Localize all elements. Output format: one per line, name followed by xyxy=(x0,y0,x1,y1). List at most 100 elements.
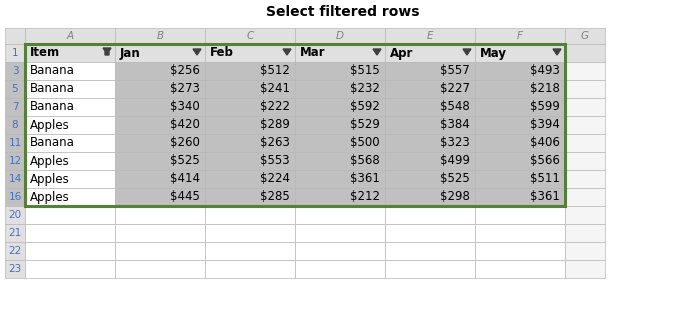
Bar xyxy=(5,80,25,98)
Text: E: E xyxy=(427,31,434,41)
Bar xyxy=(385,206,475,224)
Bar xyxy=(385,62,475,80)
Text: $512: $512 xyxy=(260,65,290,77)
Bar xyxy=(295,260,385,278)
Bar xyxy=(5,152,25,170)
Text: $553: $553 xyxy=(261,154,290,168)
Bar xyxy=(205,188,295,206)
Bar xyxy=(205,116,295,134)
Text: $361: $361 xyxy=(350,173,380,186)
Bar xyxy=(115,28,205,44)
Bar xyxy=(205,224,295,242)
Polygon shape xyxy=(193,49,201,55)
Bar xyxy=(475,242,565,260)
Text: May: May xyxy=(480,47,507,60)
Bar xyxy=(5,224,25,242)
Text: $420: $420 xyxy=(170,118,200,131)
Text: $529: $529 xyxy=(350,118,380,131)
Bar xyxy=(475,206,565,224)
Bar xyxy=(5,134,25,152)
Bar xyxy=(25,170,115,188)
Text: $414: $414 xyxy=(170,173,200,186)
Text: Item: Item xyxy=(30,47,60,60)
Bar xyxy=(565,224,605,242)
Text: 21: 21 xyxy=(8,228,22,238)
Polygon shape xyxy=(463,49,471,55)
Bar xyxy=(5,28,25,44)
Bar xyxy=(205,44,295,62)
Bar xyxy=(25,260,115,278)
Text: 23: 23 xyxy=(8,264,22,274)
Text: $273: $273 xyxy=(170,83,200,95)
Bar xyxy=(295,188,385,206)
Text: 7: 7 xyxy=(12,102,19,112)
Bar xyxy=(385,224,475,242)
Text: 14: 14 xyxy=(8,174,22,184)
Text: 16: 16 xyxy=(8,192,22,202)
Text: $384: $384 xyxy=(440,118,470,131)
Bar xyxy=(385,188,475,206)
Bar xyxy=(475,80,565,98)
Text: $298: $298 xyxy=(440,191,470,203)
Text: G: G xyxy=(581,31,589,41)
Bar xyxy=(205,134,295,152)
Text: $548: $548 xyxy=(440,100,470,113)
Bar xyxy=(205,80,295,98)
Text: Banana: Banana xyxy=(30,100,75,113)
Bar xyxy=(205,260,295,278)
Text: $525: $525 xyxy=(440,173,470,186)
Bar xyxy=(565,170,605,188)
Text: Apr: Apr xyxy=(390,47,414,60)
Bar xyxy=(565,242,605,260)
Text: $212: $212 xyxy=(350,191,380,203)
Bar xyxy=(5,242,25,260)
Bar xyxy=(385,44,475,62)
Bar xyxy=(295,80,385,98)
Bar xyxy=(385,80,475,98)
Bar xyxy=(475,224,565,242)
Text: $394: $394 xyxy=(530,118,560,131)
Text: $515: $515 xyxy=(351,65,380,77)
Text: $566: $566 xyxy=(530,154,560,168)
Text: 3: 3 xyxy=(12,66,19,76)
Text: $263: $263 xyxy=(260,136,290,150)
Bar xyxy=(475,44,565,62)
Bar xyxy=(25,206,115,224)
Bar xyxy=(25,116,115,134)
Bar xyxy=(115,44,205,62)
Text: $568: $568 xyxy=(351,154,380,168)
Text: $241: $241 xyxy=(260,83,290,95)
Bar xyxy=(115,206,205,224)
Text: $511: $511 xyxy=(530,173,560,186)
Bar xyxy=(115,224,205,242)
Text: $557: $557 xyxy=(440,65,470,77)
Bar xyxy=(565,80,605,98)
Text: F: F xyxy=(517,31,523,41)
Bar xyxy=(5,44,25,62)
Bar xyxy=(565,134,605,152)
Bar xyxy=(295,152,385,170)
Text: 5: 5 xyxy=(12,84,19,94)
Bar xyxy=(115,188,205,206)
Bar xyxy=(475,62,565,80)
Bar xyxy=(115,116,205,134)
Text: Feb: Feb xyxy=(210,47,234,60)
Bar xyxy=(25,62,115,80)
Text: B: B xyxy=(156,31,163,41)
Bar xyxy=(205,152,295,170)
Text: 11: 11 xyxy=(8,138,22,148)
Bar xyxy=(295,44,385,62)
Bar xyxy=(475,134,565,152)
Text: Banana: Banana xyxy=(30,136,75,150)
Bar xyxy=(5,98,25,116)
Text: Select filtered rows: Select filtered rows xyxy=(266,5,420,19)
Polygon shape xyxy=(283,49,291,55)
Bar xyxy=(205,98,295,116)
Bar xyxy=(475,152,565,170)
Bar xyxy=(5,116,25,134)
Text: $525: $525 xyxy=(170,154,200,168)
Bar xyxy=(5,170,25,188)
Bar xyxy=(115,80,205,98)
Bar xyxy=(295,134,385,152)
Bar xyxy=(295,224,385,242)
